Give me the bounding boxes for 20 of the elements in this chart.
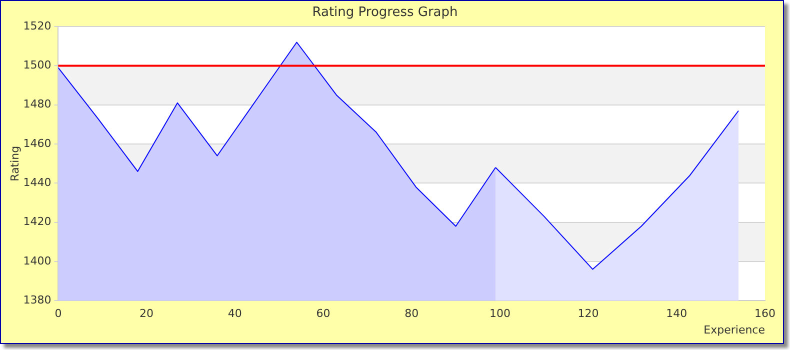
x-tick-label: 80 [404, 307, 419, 320]
x-axis-title: Experience [704, 323, 766, 336]
y-tick-label: 1500 [23, 58, 52, 72]
y-tick-label: 1400 [23, 254, 52, 268]
y-tick-label: 1460 [23, 136, 52, 150]
x-tick-label: 120 [578, 307, 599, 320]
y-tick-label: 1520 [23, 19, 52, 32]
x-tick-label: 140 [666, 307, 688, 320]
y-axis-title: Rating [8, 146, 22, 182]
y-tick-label: 1480 [23, 98, 52, 111]
x-tick-label: 20 [140, 307, 154, 320]
y-tick-label: 1380 [23, 293, 52, 306]
y-tick-label: 1440 [23, 176, 52, 190]
chart-title: Rating Progress Graph [312, 5, 458, 20]
x-tick-label: 160 [754, 307, 776, 320]
x-tick-label: 60 [316, 307, 330, 320]
x-tick-label: 100 [489, 307, 510, 320]
x-tick-label: 40 [228, 307, 242, 320]
x-tick-label: 0 [54, 307, 62, 320]
y-tick-label: 1420 [23, 215, 52, 228]
